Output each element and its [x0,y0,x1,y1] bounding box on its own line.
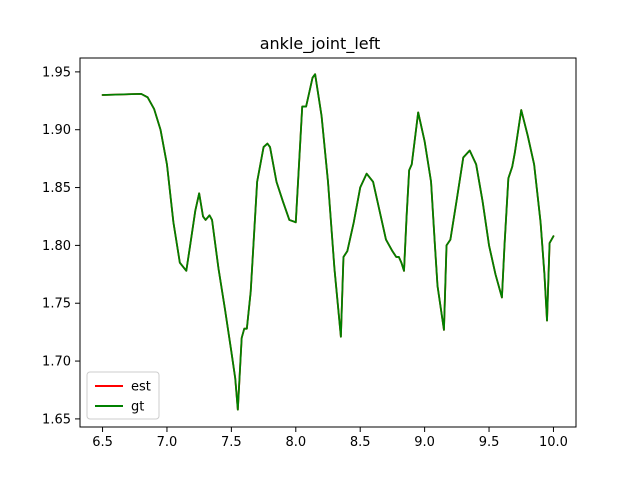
y-tick-label: 1.95 [42,65,71,80]
legend-label-est: est [131,380,151,395]
y-tick-label: 1.80 [42,239,71,254]
legend-box [86,371,160,420]
x-tick-label: 8.5 [350,435,371,450]
legend-label-gt: gt [131,400,144,415]
x-axis: 6.5 7.0 7.5 8.0 8.5 9.0 9.5 10.0 [92,427,568,450]
series-line-gt [101,73,555,411]
chart-title: ankle_joint_left [260,34,381,54]
plot-frame [79,57,577,428]
y-axis: 1.65 1.70 1.75 1.80 1.85 1.90 1.95 [42,65,80,427]
x-tick-label: 9.0 [414,435,435,450]
x-tick-label: 9.5 [479,435,500,450]
x-tick-label: 6.5 [92,435,113,450]
y-tick-label: 1.75 [42,297,71,312]
chart-legend: est gt [86,371,160,420]
plot-area [79,57,577,428]
x-tick-label: 10.0 [539,435,568,450]
y-tick-label: 1.65 [42,412,71,427]
y-tick-label: 1.70 [42,355,71,370]
y-tick-label: 1.90 [42,123,71,138]
x-tick-label: 7.5 [221,435,242,450]
y-tick-label: 1.85 [42,181,71,196]
x-tick-label: 7.0 [157,435,178,450]
x-tick-label: 8.0 [285,435,306,450]
